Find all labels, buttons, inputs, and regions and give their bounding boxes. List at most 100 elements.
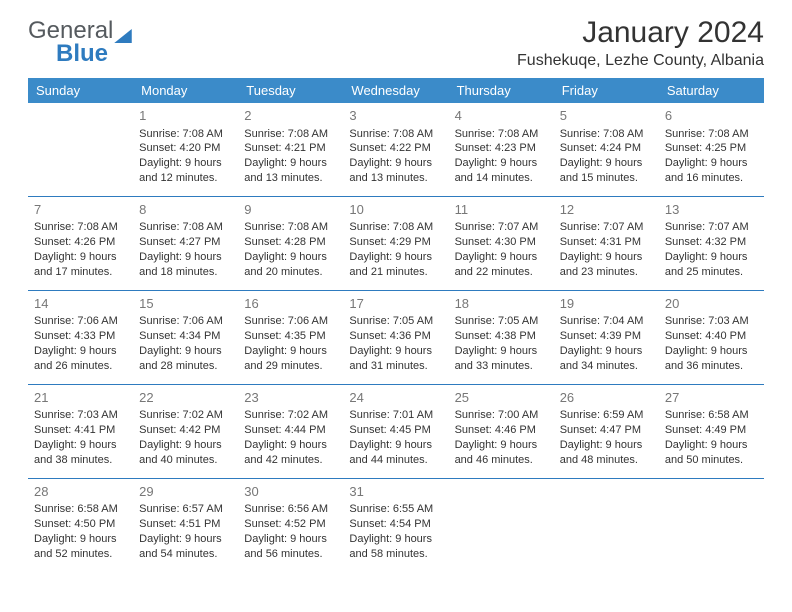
day-details: Sunrise: 7:08 AMSunset: 4:26 PMDaylight:… [34, 220, 127, 279]
calendar-cell: 21Sunrise: 7:03 AMSunset: 4:41 PMDayligh… [28, 384, 133, 478]
day-details: Sunrise: 7:07 AMSunset: 4:32 PMDaylight:… [665, 220, 758, 279]
day-details: Sunrise: 7:06 AMSunset: 4:33 PMDaylight:… [34, 314, 127, 373]
calendar-week-row: 14Sunrise: 7:06 AMSunset: 4:33 PMDayligh… [28, 290, 764, 384]
calendar-cell: 2 Sunrise: 7:08 AMSunset: 4:21 PMDaylight… [238, 103, 343, 196]
calendar-cell: 28Sunrise: 6:58 AMSunset: 4:50 PMDayligh… [28, 478, 133, 571]
logo: GeneralBlue [28, 20, 132, 66]
day-number: 13 [665, 201, 758, 219]
day-details: Sunrise: 7:08 AMSunset: 4:21 PMDaylight:… [244, 127, 337, 186]
title-block: January 2024 Fushekuqe, Lezhe County, Al… [517, 16, 764, 70]
logo-triangle-icon [114, 29, 132, 43]
day-number: 1 [139, 107, 232, 125]
day-details: Sunrise: 7:08 AMSunset: 4:22 PMDaylight:… [349, 127, 442, 186]
day-number: 19 [560, 295, 653, 313]
day-number: 15 [139, 295, 232, 313]
day-details: Sunrise: 7:03 AMSunset: 4:40 PMDaylight:… [665, 314, 758, 373]
day-details: Sunrise: 7:05 AMSunset: 4:38 PMDaylight:… [455, 314, 548, 373]
day-number: 24 [349, 389, 442, 407]
calendar-week-row: 28Sunrise: 6:58 AMSunset: 4:50 PMDayligh… [28, 478, 764, 571]
page-header: GeneralBlue January 2024 Fushekuqe, Lezh… [28, 16, 764, 70]
calendar-cell: 8Sunrise: 7:08 AMSunset: 4:27 PMDaylight… [133, 196, 238, 290]
day-number: 18 [455, 295, 548, 313]
calendar-cell: 4 Sunrise: 7:08 AMSunset: 4:23 PMDaylight… [449, 103, 554, 196]
day-number: 27 [665, 389, 758, 407]
day-number: 30 [244, 483, 337, 501]
calendar-cell: 19Sunrise: 7:04 AMSunset: 4:39 PMDayligh… [554, 290, 659, 384]
day-number: 17 [349, 295, 442, 313]
day-number: 21 [34, 389, 127, 407]
day-details: Sunrise: 6:59 AMSunset: 4:47 PMDaylight:… [560, 408, 653, 467]
day-number: 9 [244, 201, 337, 219]
calendar-cell: 15Sunrise: 7:06 AMSunset: 4:34 PMDayligh… [133, 290, 238, 384]
day-number: 20 [665, 295, 758, 313]
calendar-table: SundayMondayTuesdayWednesdayThursdayFrid… [28, 78, 764, 572]
logo-word2: Blue [56, 43, 132, 66]
calendar-cell: 13Sunrise: 7:07 AMSunset: 4:32 PMDayligh… [659, 196, 764, 290]
day-header: Thursday [449, 78, 554, 103]
calendar-cell: 1Sunrise: 7:08 AMSunset: 4:20 PMDaylight… [133, 103, 238, 196]
calendar-cell: 11Sunrise: 7:07 AMSunset: 4:30 PMDayligh… [449, 196, 554, 290]
day-number: 28 [34, 483, 127, 501]
calendar-body: 1Sunrise: 7:08 AMSunset: 4:20 PMDaylight… [28, 103, 764, 572]
day-details: Sunrise: 7:08 AMSunset: 4:23 PMDaylight:… [455, 127, 548, 186]
calendar-cell: 25Sunrise: 7:00 AMSunset: 4:46 PMDayligh… [449, 384, 554, 478]
day-number: 5 [560, 107, 653, 125]
day-number: 25 [455, 389, 548, 407]
day-number: 31 [349, 483, 442, 501]
calendar-cell: 30Sunrise: 6:56 AMSunset: 4:52 PMDayligh… [238, 478, 343, 571]
calendar-cell: 23Sunrise: 7:02 AMSunset: 4:44 PMDayligh… [238, 384, 343, 478]
day-details: Sunrise: 7:08 AMSunset: 4:28 PMDaylight:… [244, 220, 337, 279]
day-number: 10 [349, 201, 442, 219]
calendar-cell: 17Sunrise: 7:05 AMSunset: 4:36 PMDayligh… [343, 290, 448, 384]
day-details: Sunrise: 7:08 AMSunset: 4:24 PMDaylight:… [560, 127, 653, 186]
day-number: 16 [244, 295, 337, 313]
calendar-cell: 6 Sunrise: 7:08 AMSunset: 4:25 PMDaylight… [659, 103, 764, 196]
day-details: Sunrise: 7:04 AMSunset: 4:39 PMDaylight:… [560, 314, 653, 373]
day-number: 22 [139, 389, 232, 407]
day-details: Sunrise: 7:06 AMSunset: 4:35 PMDaylight:… [244, 314, 337, 373]
day-details: Sunrise: 7:08 AMSunset: 4:27 PMDaylight:… [139, 220, 232, 279]
calendar-cell: 22Sunrise: 7:02 AMSunset: 4:42 PMDayligh… [133, 384, 238, 478]
day-details: Sunrise: 7:01 AMSunset: 4:45 PMDaylight:… [349, 408, 442, 467]
calendar-cell: 20Sunrise: 7:03 AMSunset: 4:40 PMDayligh… [659, 290, 764, 384]
calendar-cell: 12Sunrise: 7:07 AMSunset: 4:31 PMDayligh… [554, 196, 659, 290]
day-header: Sunday [28, 78, 133, 103]
calendar-cell: 18Sunrise: 7:05 AMSunset: 4:38 PMDayligh… [449, 290, 554, 384]
day-details: Sunrise: 7:03 AMSunset: 4:41 PMDaylight:… [34, 408, 127, 467]
day-number: 12 [560, 201, 653, 219]
calendar-cell: 27Sunrise: 6:58 AMSunset: 4:49 PMDayligh… [659, 384, 764, 478]
day-number: 23 [244, 389, 337, 407]
day-details: Sunrise: 7:00 AMSunset: 4:46 PMDaylight:… [455, 408, 548, 467]
day-details: Sunrise: 7:02 AMSunset: 4:44 PMDaylight:… [244, 408, 337, 467]
day-details: Sunrise: 7:08 AMSunset: 4:29 PMDaylight:… [349, 220, 442, 279]
calendar-cell: 14Sunrise: 7:06 AMSunset: 4:33 PMDayligh… [28, 290, 133, 384]
day-details: Sunrise: 6:56 AMSunset: 4:52 PMDaylight:… [244, 502, 337, 561]
calendar-cell: 16Sunrise: 7:06 AMSunset: 4:35 PMDayligh… [238, 290, 343, 384]
day-number: 7 [34, 201, 127, 219]
day-details: Sunrise: 7:08 AMSunset: 4:25 PMDaylight:… [665, 127, 758, 186]
day-header: Wednesday [343, 78, 448, 103]
page-title: January 2024 [517, 16, 764, 50]
calendar-cell [659, 478, 764, 571]
day-details: Sunrise: 6:57 AMSunset: 4:51 PMDaylight:… [139, 502, 232, 561]
day-details: Sunrise: 7:05 AMSunset: 4:36 PMDaylight:… [349, 314, 442, 373]
calendar-cell: 24Sunrise: 7:01 AMSunset: 4:45 PMDayligh… [343, 384, 448, 478]
day-number: 2 [244, 107, 337, 125]
day-number: 6 [665, 107, 758, 125]
calendar-cell: 7Sunrise: 7:08 AMSunset: 4:26 PMDaylight… [28, 196, 133, 290]
day-number: 29 [139, 483, 232, 501]
day-header: Friday [554, 78, 659, 103]
calendar-cell: 5 Sunrise: 7:08 AMSunset: 4:24 PMDaylight… [554, 103, 659, 196]
day-number: 26 [560, 389, 653, 407]
calendar-cell: 29Sunrise: 6:57 AMSunset: 4:51 PMDayligh… [133, 478, 238, 571]
day-details: Sunrise: 7:02 AMSunset: 4:42 PMDaylight:… [139, 408, 232, 467]
day-details: Sunrise: 6:55 AMSunset: 4:54 PMDaylight:… [349, 502, 442, 561]
calendar-week-row: 1Sunrise: 7:08 AMSunset: 4:20 PMDaylight… [28, 103, 764, 196]
day-header: Tuesday [238, 78, 343, 103]
day-number: 8 [139, 201, 232, 219]
day-header: Monday [133, 78, 238, 103]
day-number: 3 [349, 107, 442, 125]
day-number: 4 [455, 107, 548, 125]
calendar-cell: 3 Sunrise: 7:08 AMSunset: 4:22 PMDaylight… [343, 103, 448, 196]
day-details: Sunrise: 6:58 AMSunset: 4:49 PMDaylight:… [665, 408, 758, 467]
